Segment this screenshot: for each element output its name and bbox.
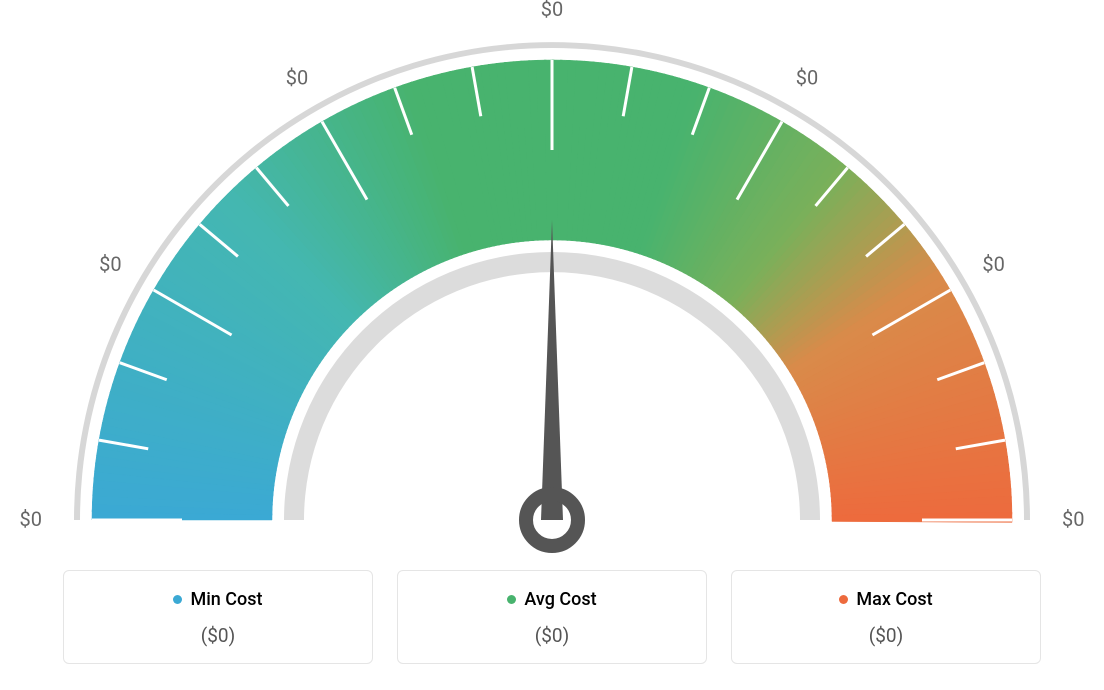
legend-value-min: ($0) [84,624,352,647]
legend-dot-min [173,595,182,604]
legend-value-avg: ($0) [418,624,686,647]
legend-value-max: ($0) [752,624,1020,647]
gauge-svg: $0 $0 $0 $0 $0 $0 $0 [0,0,1104,560]
legend-label-avg: Avg Cost [507,589,596,610]
svg-text:$0: $0 [796,65,818,89]
svg-text:$0: $0 [99,252,121,276]
svg-text:$0: $0 [541,0,563,21]
svg-text:$0: $0 [20,507,42,531]
legend-card-max: Max Cost ($0) [731,570,1041,664]
legend-text-avg: Avg Cost [524,589,596,610]
legend-label-min: Min Cost [173,589,262,610]
legend-text-max: Max Cost [856,589,932,610]
legend-label-max: Max Cost [839,589,932,610]
gauge-area: $0 $0 $0 $0 $0 $0 $0 [0,0,1104,560]
cost-gauge-chart: $0 $0 $0 $0 $0 $0 $0 Min Cost ($0) Avg Cost ($… [0,0,1104,690]
legend-text-min: Min Cost [190,589,262,610]
svg-text:$0: $0 [982,252,1004,276]
legend-dot-max [839,595,848,604]
svg-text:$0: $0 [286,65,308,89]
legend-row: Min Cost ($0) Avg Cost ($0) Max Cost ($0… [0,570,1104,664]
legend-card-min: Min Cost ($0) [63,570,373,664]
svg-text:$0: $0 [1062,507,1084,531]
legend-dot-avg [507,595,516,604]
legend-card-avg: Avg Cost ($0) [397,570,707,664]
